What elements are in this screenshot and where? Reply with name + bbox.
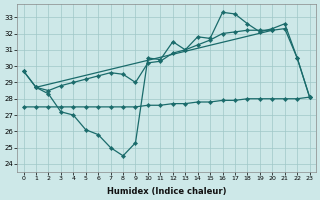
X-axis label: Humidex (Indice chaleur): Humidex (Indice chaleur): [107, 187, 226, 196]
